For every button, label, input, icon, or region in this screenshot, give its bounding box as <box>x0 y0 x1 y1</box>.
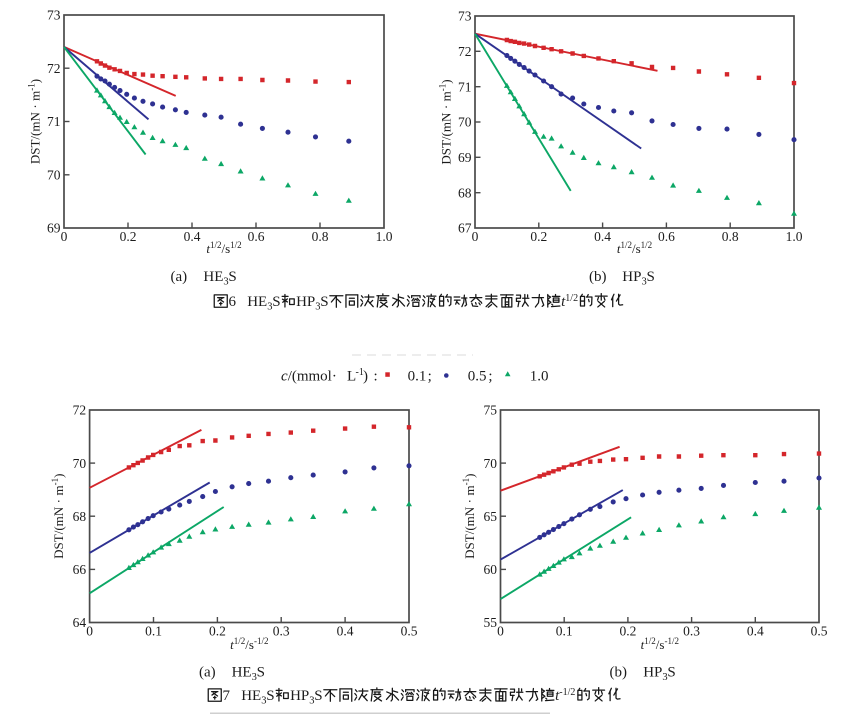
svg-text:t1/2/s1/2: t1/2/s1/2 <box>206 240 241 256</box>
svg-text:HP: HP <box>290 688 309 704</box>
svg-text:): ) <box>363 369 368 385</box>
svg-text:0.5: 0.5 <box>468 369 487 385</box>
svg-text:0.5: 0.5 <box>811 624 828 639</box>
svg-text:67: 67 <box>458 221 472 236</box>
svg-text:S: S <box>647 269 655 285</box>
svg-text:0.4: 0.4 <box>747 624 764 639</box>
svg-text:75: 75 <box>484 403 498 418</box>
svg-text:70: 70 <box>73 456 87 471</box>
svg-text:HP: HP <box>622 269 641 285</box>
svg-text:3: 3 <box>267 302 272 313</box>
svg-text:1.0: 1.0 <box>786 229 803 244</box>
svg-text:71: 71 <box>47 114 61 129</box>
svg-text:69: 69 <box>47 221 61 236</box>
svg-text:0: 0 <box>86 624 93 639</box>
svg-text:73: 73 <box>47 8 61 23</box>
svg-text:0.8: 0.8 <box>312 229 329 244</box>
svg-text:S: S <box>257 665 265 681</box>
svg-text:t: t <box>555 688 560 704</box>
svg-text:-1/2: -1/2 <box>559 687 575 698</box>
svg-text:3: 3 <box>252 672 257 683</box>
svg-text:73: 73 <box>458 9 472 24</box>
svg-text:DST/(mN·m-1): DST/(mN·m-1) <box>438 79 454 164</box>
svg-text:0.4: 0.4 <box>337 624 354 639</box>
svg-text:DST/(mN·m-1): DST/(mN·m-1) <box>27 79 43 164</box>
svg-text:DST/(mN·m-1): DST/(mN·m-1) <box>50 474 66 559</box>
svg-text:S: S <box>667 665 675 681</box>
svg-text:0.1: 0.1 <box>556 624 573 639</box>
svg-text:0.8: 0.8 <box>722 229 739 244</box>
svg-text:0.2: 0.2 <box>209 624 226 639</box>
svg-text:68: 68 <box>458 185 472 200</box>
svg-text:0.5: 0.5 <box>401 624 418 639</box>
svg-text:S: S <box>314 688 322 704</box>
svg-text:(b): (b) <box>589 269 607 285</box>
svg-text:-1: -1 <box>356 367 364 378</box>
svg-text:c: c <box>281 369 288 385</box>
svg-text:t: t <box>561 294 566 310</box>
svg-text:1.0: 1.0 <box>530 369 549 385</box>
svg-text:0.3: 0.3 <box>683 624 700 639</box>
svg-text:t1/2/s-1/2: t1/2/s-1/2 <box>641 636 679 652</box>
svg-text::: : <box>374 369 378 385</box>
svg-text:S: S <box>228 269 236 285</box>
svg-text:(b): (b) <box>610 665 628 681</box>
svg-text:(a): (a) <box>199 665 216 681</box>
svg-text:HE: HE <box>247 294 267 310</box>
svg-text:68: 68 <box>73 509 87 524</box>
svg-text:7: 7 <box>223 688 231 704</box>
svg-text:6: 6 <box>229 294 237 310</box>
svg-text:70: 70 <box>458 115 472 130</box>
svg-text:70: 70 <box>47 167 61 182</box>
svg-text:72: 72 <box>47 61 61 76</box>
svg-text:3: 3 <box>315 302 320 313</box>
svg-text:S: S <box>266 688 274 704</box>
svg-text:1/2: 1/2 <box>565 293 578 304</box>
svg-text:HP: HP <box>643 665 662 681</box>
svg-text:;: ; <box>488 369 492 385</box>
svg-text:HE: HE <box>203 269 223 285</box>
svg-text:;: ; <box>428 369 432 385</box>
svg-text:71: 71 <box>458 79 472 94</box>
svg-text:t1/2/s-1/2: t1/2/s-1/2 <box>230 636 268 652</box>
svg-text:L: L <box>347 369 356 385</box>
svg-text:65: 65 <box>484 509 498 524</box>
svg-text:/(mmol·: /(mmol· <box>288 369 337 385</box>
svg-text:0.2: 0.2 <box>619 624 636 639</box>
svg-text:60: 60 <box>484 562 498 577</box>
svg-text:0: 0 <box>497 624 504 639</box>
svg-text:3: 3 <box>662 672 667 683</box>
svg-text:0.1: 0.1 <box>145 624 162 639</box>
svg-text:0.3: 0.3 <box>273 624 290 639</box>
svg-text:0.2: 0.2 <box>530 229 547 244</box>
svg-text:HP: HP <box>296 294 315 310</box>
svg-text:HE: HE <box>241 688 261 704</box>
svg-text:0.6: 0.6 <box>248 229 265 244</box>
svg-text:0.6: 0.6 <box>658 229 675 244</box>
svg-text:3: 3 <box>223 277 228 288</box>
svg-text:3: 3 <box>642 277 647 288</box>
svg-text:S: S <box>320 294 328 310</box>
svg-text:DST/(mN·m-1): DST/(mN·m-1) <box>461 474 477 559</box>
svg-text:72: 72 <box>458 44 472 59</box>
svg-text:0.1: 0.1 <box>408 369 427 385</box>
svg-text:0.4: 0.4 <box>184 229 201 244</box>
svg-text:70: 70 <box>484 456 498 471</box>
svg-text:55: 55 <box>484 615 498 630</box>
svg-text:0.2: 0.2 <box>120 229 137 244</box>
svg-text:S: S <box>272 294 280 310</box>
svg-text:0: 0 <box>61 229 68 244</box>
svg-text:3: 3 <box>309 696 314 707</box>
svg-text:66: 66 <box>73 562 87 577</box>
svg-text:0.4: 0.4 <box>594 229 611 244</box>
svg-text:1.0: 1.0 <box>376 229 393 244</box>
svg-text:64: 64 <box>73 615 87 630</box>
svg-text:69: 69 <box>458 150 472 165</box>
svg-text:0: 0 <box>472 229 479 244</box>
svg-text:(a): (a) <box>171 269 188 285</box>
svg-text:72: 72 <box>73 403 87 418</box>
svg-text:3: 3 <box>261 696 266 707</box>
svg-text:HE: HE <box>232 665 252 681</box>
svg-text:t1/2/s1/2: t1/2/s1/2 <box>617 240 652 256</box>
